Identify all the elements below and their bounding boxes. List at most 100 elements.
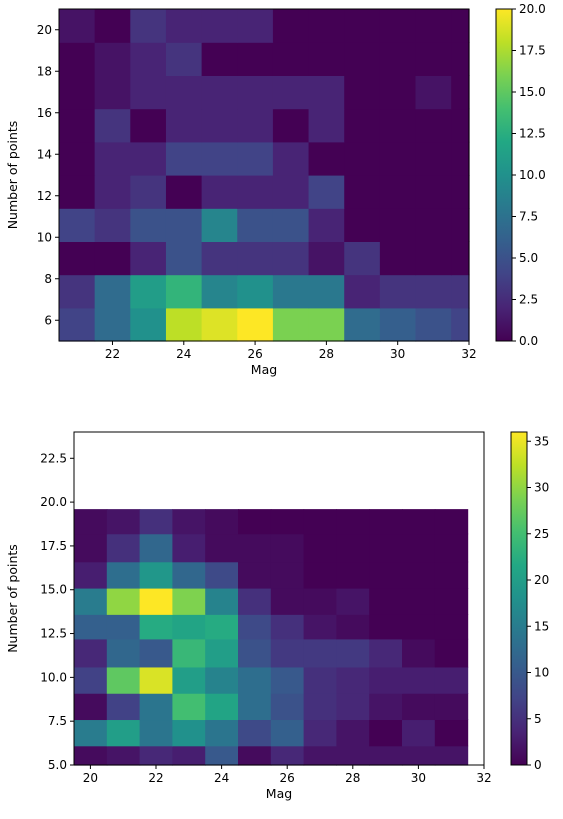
heatmap-cell xyxy=(402,666,436,694)
heatmap-cell xyxy=(308,75,345,110)
heatmap-cell xyxy=(308,241,345,276)
colorbar-tick-label: 10.0 xyxy=(519,168,546,182)
heatmap-cell xyxy=(308,208,345,242)
heatmap-cell xyxy=(238,666,272,694)
heatmap-cell xyxy=(369,719,403,747)
heatmap-cell xyxy=(336,509,370,535)
colorbar-tick-label: 12.5 xyxy=(519,127,546,141)
heatmap-cell xyxy=(402,638,436,668)
heatmap-cell xyxy=(74,638,108,668)
heatmap-cell xyxy=(238,745,272,766)
heatmap-cell xyxy=(59,141,96,176)
heatmap-cell xyxy=(272,307,310,342)
y-tick-label: 6 xyxy=(44,313,52,327)
heatmap-cell xyxy=(205,587,239,615)
heatmap-cell xyxy=(205,533,239,563)
heatmap-cell xyxy=(205,509,239,535)
heatmap-cell xyxy=(139,561,173,589)
colorbar-tick-label: 20 xyxy=(534,573,549,587)
heatmap-cell xyxy=(205,719,239,747)
heatmap-cell xyxy=(238,587,272,615)
heatmap-cell xyxy=(172,638,206,668)
heatmap-cell xyxy=(139,693,173,721)
heatmap-cell xyxy=(106,561,141,589)
heatmap-cell xyxy=(379,141,417,176)
heatmap-cell xyxy=(303,666,337,694)
heatmap-cell xyxy=(59,42,96,76)
heatmap-cell xyxy=(59,108,96,143)
heatmap-cell xyxy=(344,307,381,342)
heatmap-cell xyxy=(74,614,108,640)
heatmap-cell xyxy=(172,587,206,615)
colorbar-tick-label: 30 xyxy=(534,481,549,495)
heatmap-cell xyxy=(415,208,452,242)
heatmap-cell xyxy=(369,509,403,535)
heatmap-cell xyxy=(270,614,305,640)
heatmap-cell xyxy=(369,614,403,640)
plot-frame xyxy=(58,8,470,342)
heatmap-cell xyxy=(434,666,469,694)
heatmap-cell xyxy=(415,274,452,309)
heatmap-cell xyxy=(139,745,173,766)
heatmap-cell xyxy=(139,614,173,640)
heatmap-cell xyxy=(172,745,206,766)
heatmap-cell xyxy=(94,75,131,110)
heatmap-cell xyxy=(106,587,141,615)
heatmap-cell xyxy=(344,75,381,110)
plot-frame xyxy=(73,431,485,766)
heatmap-cell xyxy=(201,75,238,110)
heatmap-cell xyxy=(74,509,108,535)
heatmap-cell xyxy=(139,509,173,535)
heatmap-cell xyxy=(130,141,167,176)
y-tick-label: 15.0 xyxy=(40,583,67,597)
heatmap-cell xyxy=(303,745,337,766)
colorbar-ticks: 0 5 10 15 20 25 30 35 xyxy=(527,434,549,772)
heatmap-cell xyxy=(303,638,337,668)
heatmap-cell xyxy=(344,208,381,242)
heatmap-cell xyxy=(238,638,272,668)
heatmap-cell xyxy=(165,274,203,309)
y-tick-label: 12.5 xyxy=(40,627,67,641)
heatmap-cell xyxy=(369,561,403,589)
heatmap-cell xyxy=(270,509,305,535)
heatmap-cell xyxy=(336,745,370,766)
heatmap-cell xyxy=(165,108,203,143)
colorbar-tick-label: 0 xyxy=(534,758,542,772)
heatmap-cell xyxy=(201,42,238,76)
heatmap-cell xyxy=(303,693,337,721)
x-tick-label: 26 xyxy=(247,347,262,361)
heatmap-cell xyxy=(130,175,167,209)
heatmap-cell xyxy=(369,666,403,694)
x-tick-label: 26 xyxy=(280,771,295,785)
heatmap-cell xyxy=(130,108,167,143)
heatmap-cell xyxy=(303,614,337,640)
heatmap-cell xyxy=(270,666,305,694)
heatmap-cell xyxy=(369,638,403,668)
heatmap-cell xyxy=(303,719,337,747)
heatmap-cell xyxy=(379,241,417,276)
heatmap-cell xyxy=(336,666,370,694)
heatmap-cell xyxy=(139,719,173,747)
y-tick-label: 7.5 xyxy=(48,714,67,728)
heatmap-cell xyxy=(308,108,345,143)
heatmap-cell xyxy=(237,42,274,76)
heatmap-cell xyxy=(205,638,239,668)
heatmap-cells xyxy=(74,509,469,766)
colorbar-tick-label: 15 xyxy=(534,619,549,633)
heatmap-cell xyxy=(451,175,470,209)
heatmap-cell xyxy=(379,42,417,76)
heatmap-cell xyxy=(237,75,274,110)
colorbar-tick-label: 15.0 xyxy=(519,85,546,99)
x-tick-label: 28 xyxy=(345,771,360,785)
heatmap-cell xyxy=(303,587,337,615)
x-tick-label: 30 xyxy=(411,771,426,785)
heatmap-cell xyxy=(451,42,470,76)
heatmap-cell xyxy=(379,307,417,342)
colorbar-tick-label: 7.5 xyxy=(519,210,538,224)
heatmap-cell xyxy=(379,274,417,309)
heatmap-cell xyxy=(415,75,452,110)
heatmap-cell xyxy=(106,693,141,721)
heatmap-cell xyxy=(59,274,96,309)
heatmap-cell xyxy=(130,274,167,309)
